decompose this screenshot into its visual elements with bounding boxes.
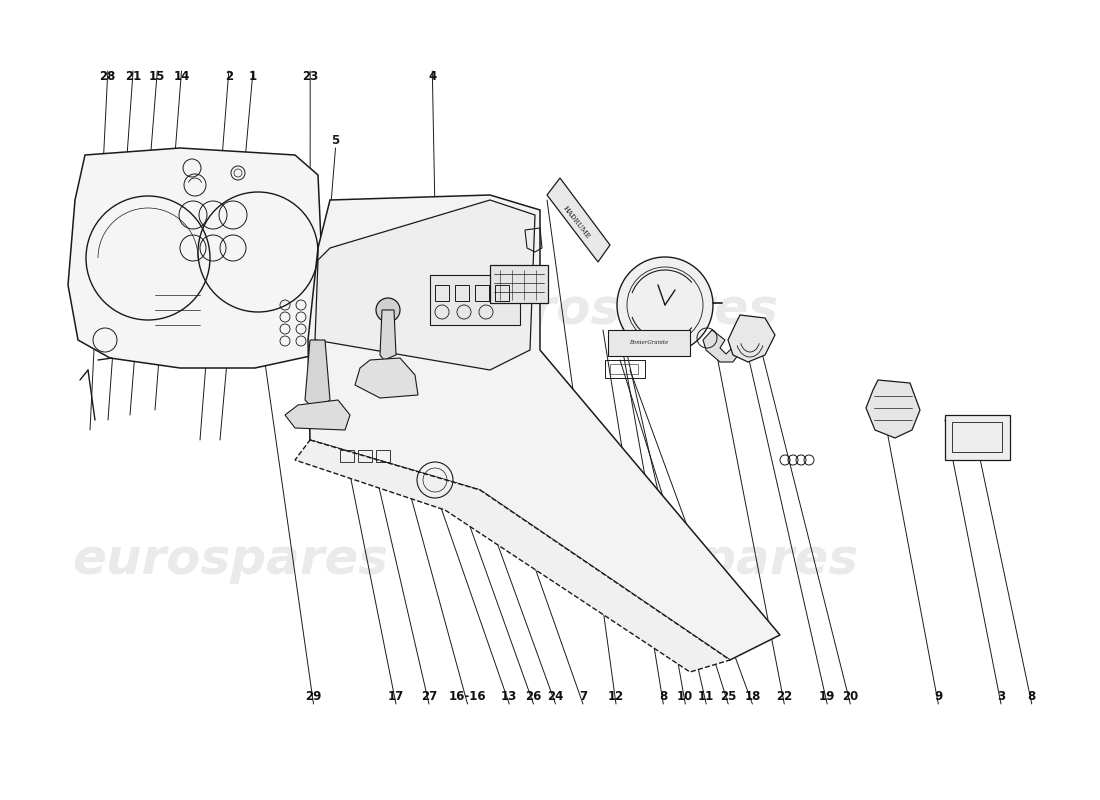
Text: 14: 14 xyxy=(174,70,189,82)
Polygon shape xyxy=(68,148,324,368)
Text: 29: 29 xyxy=(306,690,321,702)
Text: 13: 13 xyxy=(502,690,517,702)
Bar xyxy=(945,415,1010,460)
Polygon shape xyxy=(866,380,920,438)
Text: 22: 22 xyxy=(777,690,792,702)
Text: HADRUME: HADRUME xyxy=(561,204,592,240)
Text: eurospares: eurospares xyxy=(72,536,388,584)
Text: 23: 23 xyxy=(302,70,318,82)
Bar xyxy=(610,364,638,374)
Bar xyxy=(475,285,490,301)
Text: 16-16: 16-16 xyxy=(449,690,486,702)
Text: 20: 20 xyxy=(843,690,858,702)
Text: eurospares: eurospares xyxy=(542,536,858,584)
Text: 5: 5 xyxy=(331,134,340,146)
Bar xyxy=(455,285,469,301)
Text: 25: 25 xyxy=(720,690,736,702)
Text: 26: 26 xyxy=(526,690,541,702)
Bar xyxy=(495,285,509,301)
Polygon shape xyxy=(295,440,730,672)
Text: 10: 10 xyxy=(678,690,693,702)
Bar xyxy=(430,275,520,325)
Polygon shape xyxy=(547,178,611,262)
Text: 24: 24 xyxy=(548,690,563,702)
Text: 9: 9 xyxy=(934,690,943,702)
Text: eurospares: eurospares xyxy=(462,286,778,334)
Text: 4: 4 xyxy=(428,70,437,82)
Bar xyxy=(952,422,1002,452)
Text: 8: 8 xyxy=(659,690,668,702)
Bar xyxy=(340,450,354,462)
Text: 21: 21 xyxy=(125,70,141,82)
Text: BonierGranite: BonierGranite xyxy=(629,341,669,346)
Polygon shape xyxy=(308,195,780,660)
Bar xyxy=(605,360,645,378)
Polygon shape xyxy=(285,400,350,430)
Text: 18: 18 xyxy=(745,690,760,702)
Text: 8: 8 xyxy=(1027,690,1036,702)
Circle shape xyxy=(376,298,400,322)
Text: 28: 28 xyxy=(100,70,116,82)
Text: 3: 3 xyxy=(997,690,1005,702)
Bar xyxy=(490,265,548,303)
Circle shape xyxy=(617,257,713,353)
Polygon shape xyxy=(315,200,535,370)
Bar xyxy=(608,330,690,356)
Text: 27: 27 xyxy=(421,690,437,702)
Polygon shape xyxy=(728,315,776,362)
Polygon shape xyxy=(379,310,396,360)
Text: 19: 19 xyxy=(820,690,835,702)
Text: 12: 12 xyxy=(608,690,624,702)
Bar xyxy=(434,285,449,301)
Polygon shape xyxy=(703,330,738,362)
Text: 11: 11 xyxy=(698,690,714,702)
Text: 15: 15 xyxy=(150,70,165,82)
Text: eurospares: eurospares xyxy=(72,286,388,334)
Polygon shape xyxy=(355,358,418,398)
Text: 2: 2 xyxy=(224,70,233,82)
Text: 17: 17 xyxy=(388,690,404,702)
Text: 1: 1 xyxy=(249,70,257,82)
Text: 7: 7 xyxy=(579,690,587,702)
Bar xyxy=(358,450,372,462)
Bar xyxy=(376,450,390,462)
Polygon shape xyxy=(305,340,330,410)
